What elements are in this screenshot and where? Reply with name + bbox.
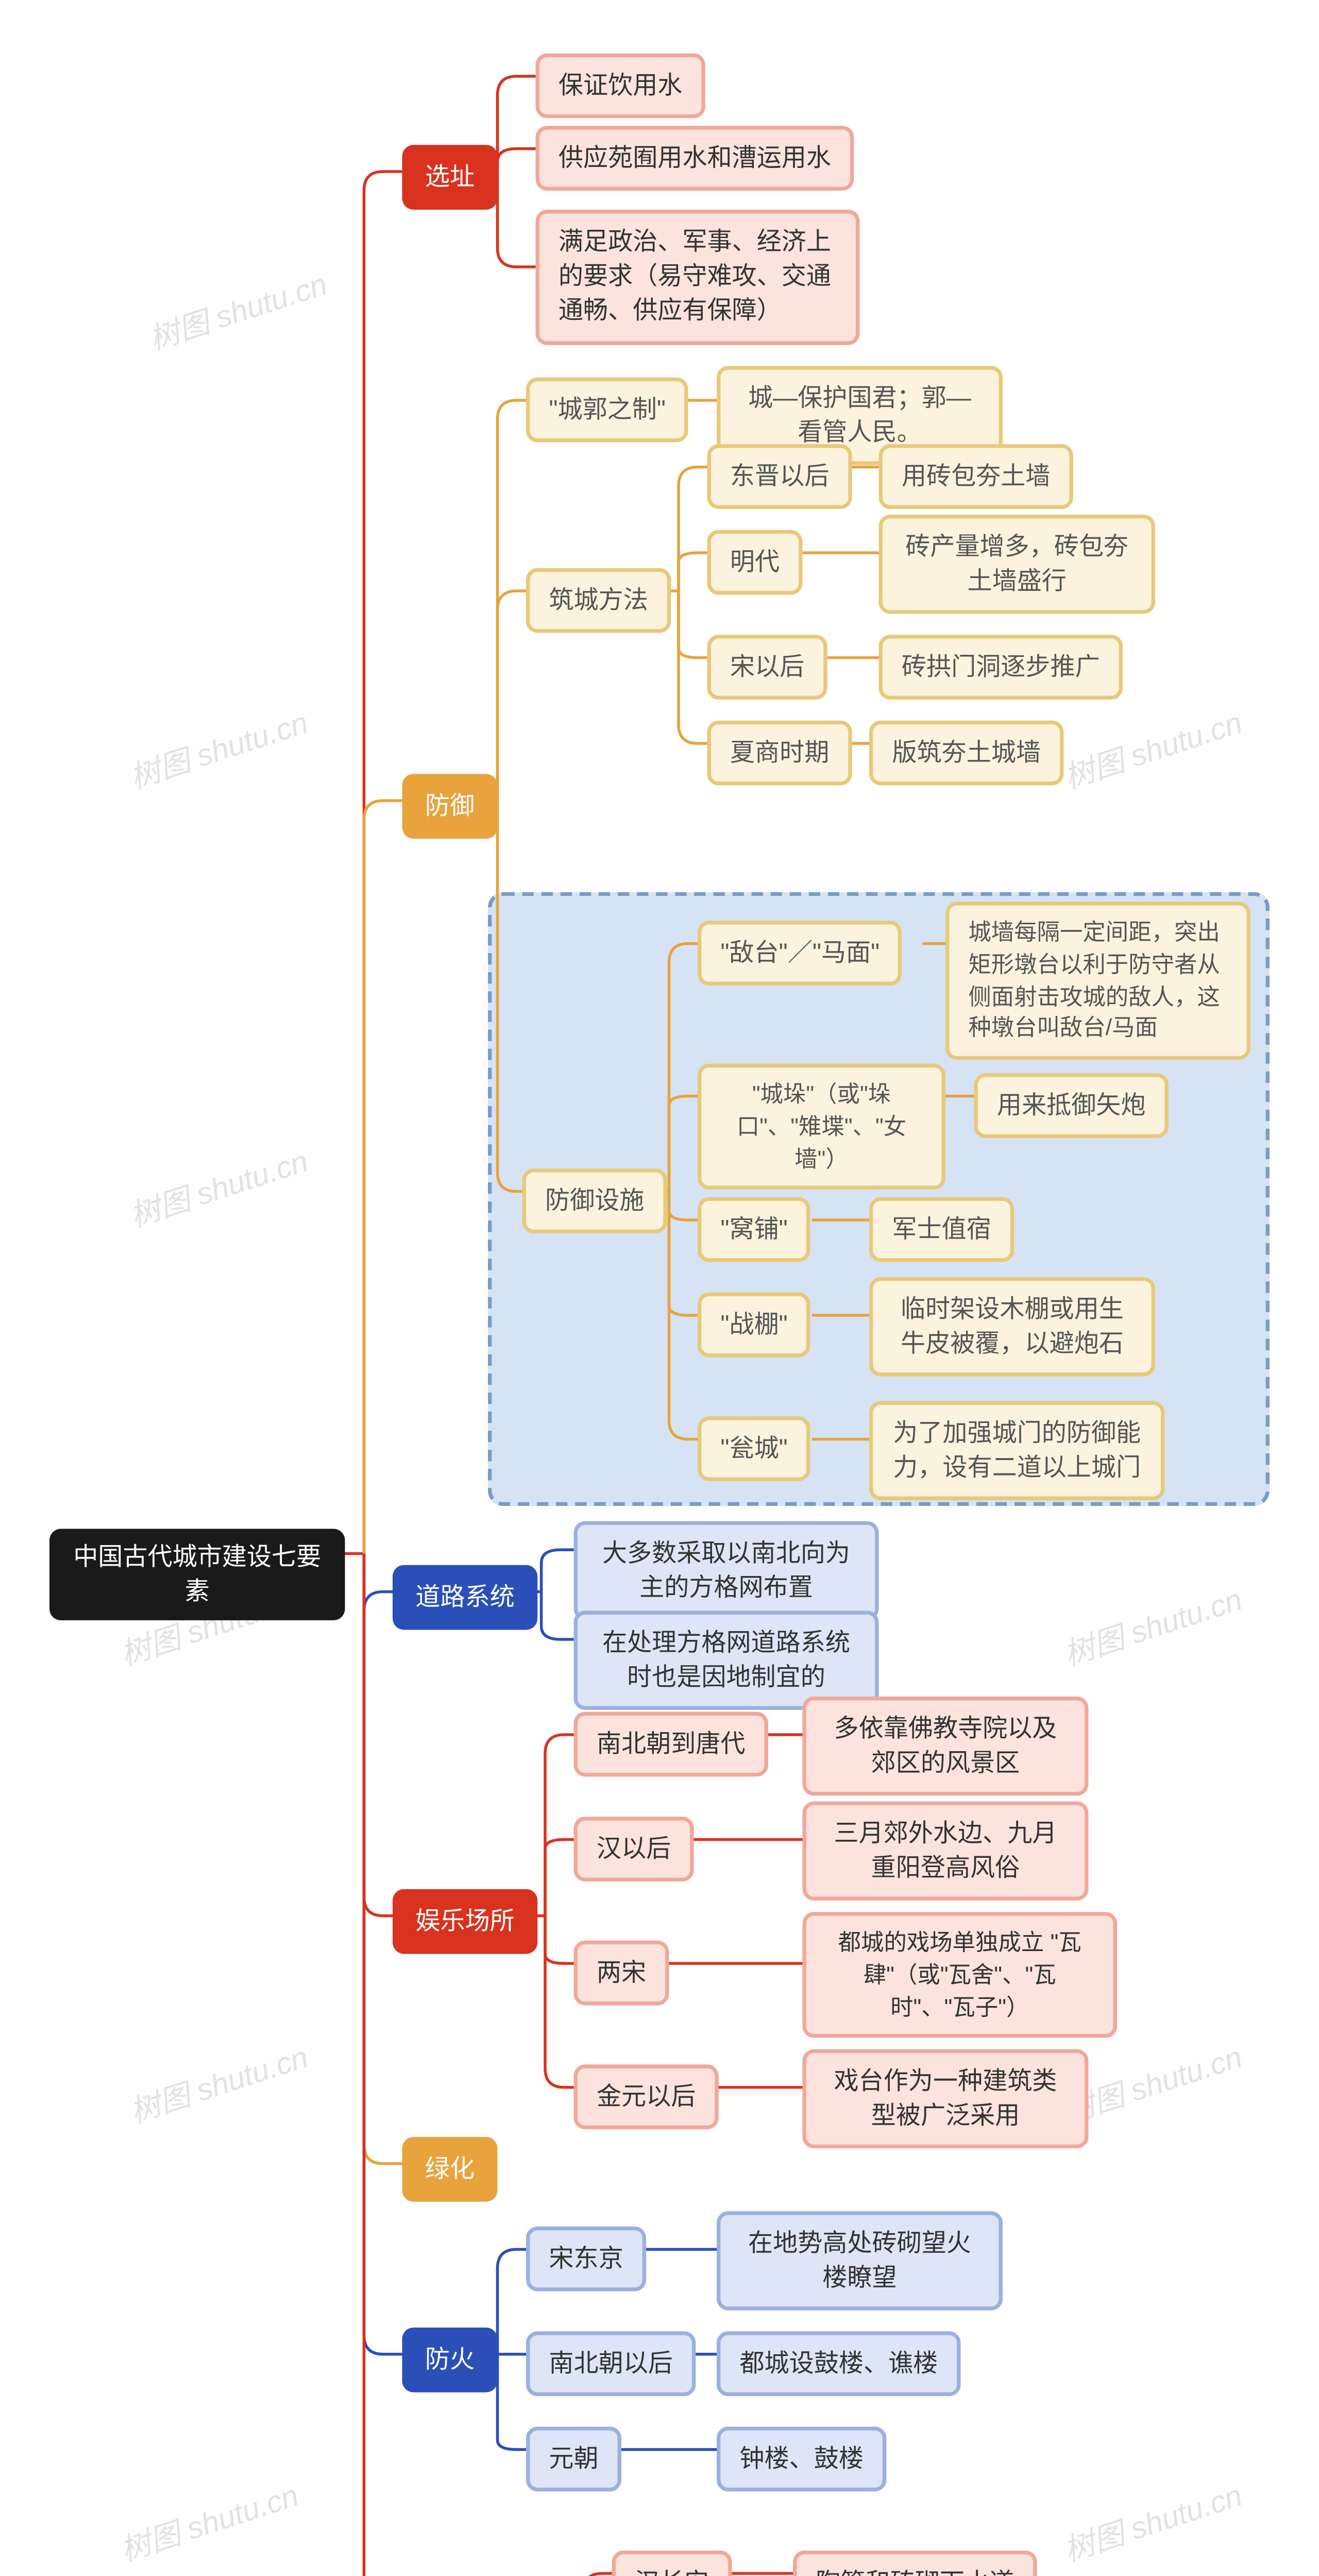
e7-p1: 汉长安: [612, 2550, 732, 2576]
e2-s3-f2: "城垛"（或"垛口"、"雉堞"、"女墙"）: [698, 1063, 945, 1190]
e3-r2: 在处理方格网道路系统时也是因地制宜的: [574, 1611, 879, 1710]
e2-s3-f1c: 城墙每隔一定间距，突出矩形墩台以利于防守者从侧面射击攻城的敌人，这种墩台叫敌台/…: [945, 902, 1250, 1060]
e4-y2c: 三月郊外水边、九月重阳登高风俗: [803, 1801, 1089, 1901]
element-6: 防火: [402, 2327, 498, 2392]
watermark: 树图 shutu.cn: [1057, 1573, 1247, 1674]
e2-s2-m4: 夏商时期: [707, 720, 852, 785]
e2-s2-m4c: 版筑夯土城墙: [869, 720, 1063, 785]
watermark: 树图 shutu.cn: [123, 1135, 313, 1235]
e4-y4: 金元以后: [574, 2064, 719, 2129]
watermark: 树图 shutu.cn: [1057, 2469, 1247, 2570]
e2-s2: 筑城方法: [526, 568, 671, 633]
element-5: 绿化: [402, 2137, 498, 2201]
e2-s2-m2: 明代: [707, 530, 803, 595]
e1-leaf-2: 供应苑囿用水和漕运用水: [536, 126, 854, 191]
e2-s3-f3: "窝铺": [698, 1197, 810, 1262]
e4-y2: 汉以后: [574, 1817, 694, 1882]
e6-h3: 元朝: [526, 2427, 621, 2492]
e2-s3-f5: "瓮城": [698, 1416, 810, 1481]
e4-y1c: 多依靠佛教寺院以及郊区的风景区: [803, 1697, 1089, 1797]
e6-h2: 南北朝以后: [526, 2331, 696, 2396]
element-3: 道路系统: [393, 1565, 537, 1630]
e2-s2-m3: 宋以后: [707, 635, 827, 700]
e6-h2c: 都城设鼓楼、谯楼: [717, 2331, 961, 2396]
element-1: 选址: [402, 145, 498, 210]
e2-s3: 防御设施: [522, 1168, 667, 1233]
e1-leaf-1: 保证饮用水: [536, 53, 705, 118]
e2-s2-m1: 东晋以后: [707, 444, 852, 509]
e2-s3-f3c: 军士值宿: [869, 1197, 1014, 1262]
watermark: 树图 shutu.cn: [123, 697, 313, 797]
e2-s2-m2c: 砖产量增多，砖包夯土墙盛行: [879, 515, 1156, 615]
e4-y4c: 戏台作为一种建筑类型被广泛采用: [803, 2049, 1089, 2149]
watermark: 树图 shutu.cn: [114, 2469, 304, 2570]
e6-h1c: 在地势高处砖砌望火楼瞭望: [717, 2211, 1003, 2311]
element-2: 防御: [402, 774, 498, 839]
watermark: 树图 shutu.cn: [1057, 697, 1247, 797]
e2-s3-f1: "敌台"／"马面": [698, 921, 903, 986]
e2-s3-f4: "战棚": [698, 1292, 810, 1357]
e6-h3c: 钟楼、鼓楼: [717, 2427, 886, 2492]
e2-s1: "城郭之制": [526, 377, 688, 442]
e2-s3-f2c: 用来抵御矢炮: [974, 1073, 1169, 1138]
e2-s2-m1c: 用砖包夯土墙: [879, 444, 1073, 509]
e4-y3: 两宋: [574, 1940, 669, 2005]
e4-y3c: 都城的戏场单独成立 "瓦肆"（或"瓦舍"、"瓦时"、"瓦子"）: [803, 1912, 1118, 2039]
e1-leaf-3: 满足政治、军事、经济上的要求（易守难攻、交通通畅、供应有保障）: [536, 210, 860, 344]
watermark: 树图 shutu.cn: [123, 2031, 313, 2131]
e7-p1c: 陶管和砖砌下水道: [793, 2550, 1037, 2576]
root-node: 中国古代城市建设七要素: [49, 1529, 345, 1621]
e3-r1: 大多数采取以南北向为主的方格网布置: [574, 1521, 879, 1621]
e4-y1: 南北朝到唐代: [574, 1711, 768, 1776]
e6-h1: 宋东京: [526, 2226, 646, 2291]
watermark: 树图 shutu.cn: [142, 258, 332, 359]
e2-s3-f5c: 为了加强城门的防御能力，设有二道以上城门: [869, 1401, 1165, 1501]
e2-s2-m3c: 砖拱门洞逐步推广: [879, 635, 1123, 700]
e2-s3-f4c: 临时架设木棚或用生牛皮被覆，以避炮石: [869, 1277, 1155, 1377]
element-4: 娱乐场所: [393, 1889, 537, 1954]
